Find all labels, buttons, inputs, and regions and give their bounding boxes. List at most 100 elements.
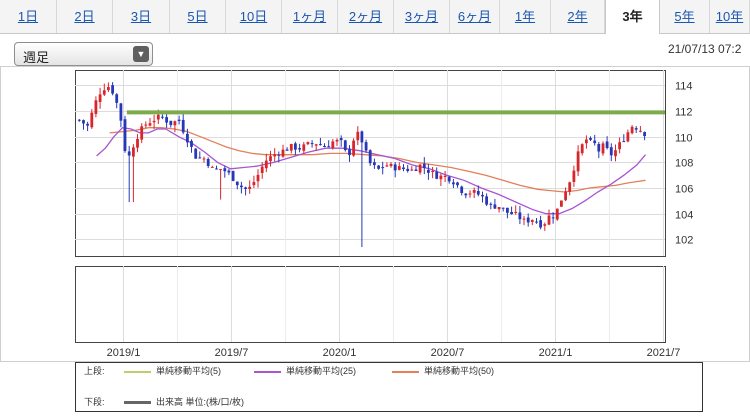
candle-body xyxy=(240,185,243,188)
candle-body xyxy=(530,220,534,222)
candle-body xyxy=(161,116,164,118)
candle-body xyxy=(273,154,277,157)
sma25-line xyxy=(96,127,646,215)
candle-body xyxy=(356,131,360,141)
tab-8[interactable]: 3ヶ月 xyxy=(394,0,450,33)
candle-body xyxy=(630,126,634,134)
candle-body xyxy=(406,168,410,171)
tab-10[interactable]: 1年 xyxy=(500,0,551,33)
candle-body xyxy=(397,166,401,170)
candle-body xyxy=(231,171,235,181)
candle-body xyxy=(136,138,139,148)
candle-body xyxy=(393,164,397,171)
candle-body xyxy=(518,212,522,220)
candle-body xyxy=(614,150,617,157)
candle-body xyxy=(306,142,310,145)
y-tick-label: 106 xyxy=(675,184,693,196)
y-tick-label: 110 xyxy=(675,133,693,145)
candle-body xyxy=(543,224,547,226)
tab-2[interactable]: 2日 xyxy=(57,0,113,33)
candle-body xyxy=(298,148,301,150)
candlestick-series xyxy=(77,82,646,247)
candle-body xyxy=(535,221,538,223)
candle-body xyxy=(264,160,268,169)
legend-swatch-sma25 xyxy=(254,370,281,373)
x-tick-label: 2020/1 xyxy=(323,347,357,359)
candle-body xyxy=(248,186,252,189)
tab-7[interactable]: 2ヶ月 xyxy=(338,0,394,33)
candle-body xyxy=(339,138,343,141)
tab-4[interactable]: 5日 xyxy=(170,0,226,33)
candle-body xyxy=(169,120,173,125)
candle-body xyxy=(526,217,530,223)
candle-body xyxy=(456,182,459,186)
legend-upper-label: 上段: xyxy=(84,366,105,376)
candle-body xyxy=(381,167,385,169)
x-tick-label: 2021/7 xyxy=(647,347,681,359)
tab-9[interactable]: 6ヶ月 xyxy=(450,0,500,33)
candle-body xyxy=(485,196,488,205)
candle-body xyxy=(227,170,231,173)
candle-body xyxy=(605,141,609,148)
candle-body xyxy=(447,176,451,182)
candle-body xyxy=(510,212,513,215)
candle-body xyxy=(476,191,480,195)
period-select-value: 週足 xyxy=(23,50,50,65)
candle-body xyxy=(460,186,464,193)
candle-body xyxy=(206,159,210,166)
candle-body xyxy=(285,149,289,151)
candle-body xyxy=(269,156,272,162)
lower-panel-frame xyxy=(75,266,666,343)
candle-body xyxy=(377,165,380,169)
candle-body xyxy=(102,90,106,95)
candle-body xyxy=(156,114,160,120)
tab-11[interactable]: 2年 xyxy=(551,0,605,33)
candle-body xyxy=(281,149,285,157)
candle-body xyxy=(468,193,472,195)
candle-body xyxy=(443,175,447,177)
candle-body xyxy=(219,169,222,171)
tab-5[interactable]: 10日 xyxy=(226,0,282,33)
candle-body xyxy=(464,193,468,196)
candle-body xyxy=(331,141,335,148)
y-tick-label: 102 xyxy=(675,235,693,247)
y-tick-label: 114 xyxy=(675,81,693,93)
candle-body xyxy=(235,181,239,186)
candle-body xyxy=(452,182,455,185)
candle-body xyxy=(319,144,322,146)
tab-3[interactable]: 3日 xyxy=(113,0,170,33)
candle-body xyxy=(94,100,98,114)
candle-body xyxy=(82,120,85,124)
candle-body xyxy=(639,130,642,132)
tab-1[interactable]: 1日 xyxy=(0,0,57,33)
candle-body xyxy=(539,220,542,228)
candle-body xyxy=(327,146,331,148)
tab-14[interactable]: 10年 xyxy=(710,0,750,33)
x-tick-label: 2019/1 xyxy=(107,347,141,359)
chart-legend: 上段: 単純移動平均(5) 単純移動平均(25) 単純移動平均(50) 下段: … xyxy=(75,362,703,412)
candle-body xyxy=(385,165,389,167)
candle-body xyxy=(98,94,102,102)
candle-body xyxy=(472,190,476,193)
legend-label-sma50: 単純移動平均(50) xyxy=(424,366,495,376)
candle-body xyxy=(194,148,198,159)
candle-body xyxy=(572,170,576,182)
tab-6[interactable]: 1ヶ月 xyxy=(282,0,338,33)
candle-body xyxy=(77,119,81,121)
candle-body xyxy=(489,203,493,205)
candle-body xyxy=(181,119,185,133)
candle-body xyxy=(148,123,152,126)
candle-body xyxy=(576,151,580,172)
candle-body xyxy=(348,149,351,156)
period-select[interactable]: 週足 ▼ xyxy=(14,42,153,66)
candle-body xyxy=(123,119,127,151)
candle-body xyxy=(493,204,497,209)
y-tick-label: 104 xyxy=(675,210,693,222)
candle-body xyxy=(555,208,559,220)
tab-13[interactable]: 5年 xyxy=(660,0,710,33)
x-axis-ticks: 2019/1 2019/7 2020/1 2020/7 2021/1 2021/7 xyxy=(107,347,681,359)
candle-body xyxy=(497,207,501,210)
legend-label-sma5: 単純移動平均(5) xyxy=(156,366,221,376)
price-chart: 102 104 106 108 110 112 114 2019/1 2019/7 2020/1… xyxy=(0,66,750,362)
tab-12[interactable]: 3年 xyxy=(605,0,660,34)
